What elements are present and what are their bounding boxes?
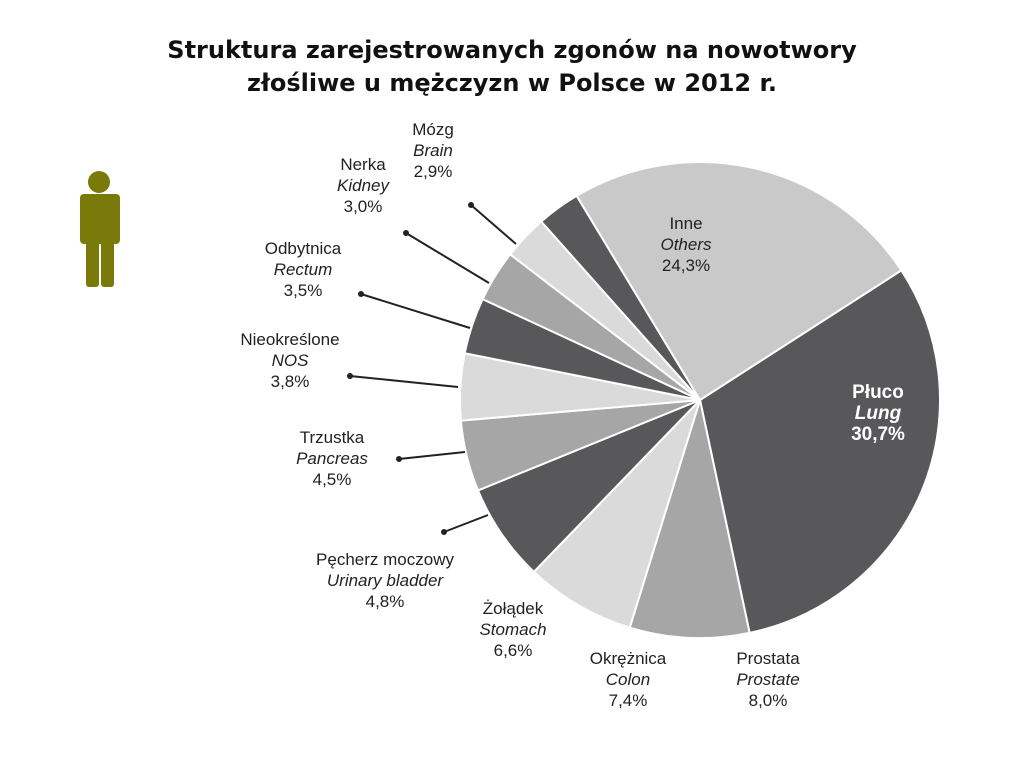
slice-label-urinary-bladder: Pęcherz moczowy Urinary bladder 4,8% [316,550,454,611]
leader-line [360,293,471,329]
leader-dot [468,202,474,208]
leader-line [443,514,489,533]
leader-dot [396,456,402,462]
pie-slice-lung [698,269,941,635]
leader-line [470,204,517,245]
leader-dot [347,373,353,379]
slice-label-rectum: Odbytnica Rectum 3,5% [265,239,342,300]
pie-slice-others [575,161,903,402]
chart-title-line-1: Struktura zarejestrowanych zgonów na now… [167,36,857,64]
man-figure-icon [80,171,120,287]
slice-label-kidney: Nerka Kidney 3,0% [337,155,390,216]
leader-line [405,232,490,284]
chart-title: Struktura zarejestrowanych zgonów na now… [0,34,1024,100]
leader-dot [358,291,364,297]
chart-title-line-2: złośliwe u mężczyzn w Polsce w 2012 r. [246,69,778,97]
slice-label-stomach: Żołądek Stomach 6,6% [479,599,546,660]
pie-slices [459,161,941,639]
leader-dot [403,230,409,236]
leader-dot [441,529,447,535]
leader-line [398,451,466,460]
slice-label-lung: Płuco Lung 30,7% [851,382,905,445]
slice-label-others: Inne Others 24,3% [660,214,712,275]
slice-labels: Płuco Lung 30,7% Prostata Prostate 8,0% Okrężn… [240,120,905,710]
leader-line [349,375,459,388]
slice-label-brain: Mózg Brain 2,9% [412,120,454,181]
pie-slice-colon [532,399,701,629]
leader-lines [347,202,517,535]
slice-label-prostate: Prostata Prostate 8,0% [736,649,800,710]
pie-slice-prostate [628,396,751,639]
slice-label-nos: Nieokreślone NOS 3,8% [240,330,339,391]
slice-label-colon: Okrężnica Colon 7,4% [590,649,667,710]
slice-label-pancreas: Trzustka Pancreas 4,5% [296,428,368,489]
